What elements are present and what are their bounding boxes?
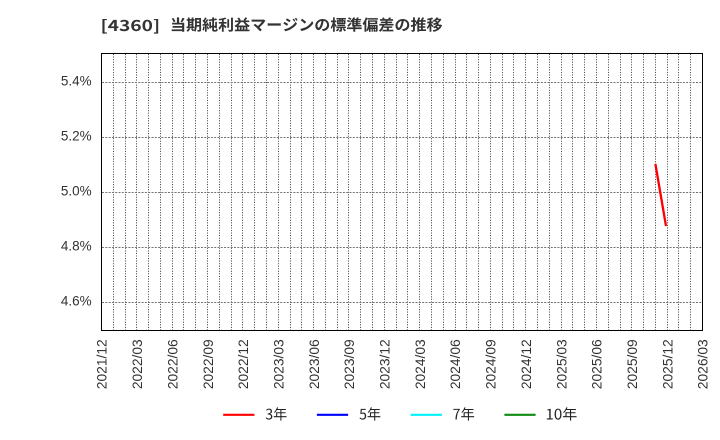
svg-text:2025/03: 2025/03 (554, 339, 569, 389)
svg-text:2025/06: 2025/06 (590, 339, 605, 389)
svg-text:4.8%: 4.8% (61, 239, 92, 254)
svg-text:2022/12: 2022/12 (236, 339, 251, 389)
svg-text:2023/09: 2023/09 (342, 339, 357, 389)
svg-text:5.0%: 5.0% (61, 184, 92, 199)
svg-text:2023/12: 2023/12 (378, 339, 393, 389)
svg-text:2022/09: 2022/09 (201, 339, 216, 389)
svg-text:2025/12: 2025/12 (660, 339, 675, 389)
svg-text:2022/06: 2022/06 (165, 339, 180, 389)
svg-text:2023/03: 2023/03 (271, 339, 286, 389)
svg-text:2022/03: 2022/03 (130, 339, 145, 389)
svg-text:2024/06: 2024/06 (448, 339, 463, 389)
svg-text:5.4%: 5.4% (61, 74, 92, 89)
svg-text:2021/12: 2021/12 (95, 339, 110, 389)
svg-text:5.2%: 5.2% (61, 129, 92, 144)
svg-text:4.6%: 4.6% (61, 294, 92, 309)
svg-text:2024/03: 2024/03 (413, 339, 428, 389)
svg-text:2024/09: 2024/09 (484, 339, 499, 389)
svg-text:2026/03: 2026/03 (696, 339, 711, 389)
svg-text:2024/12: 2024/12 (519, 339, 534, 389)
svg-text:2023/06: 2023/06 (307, 339, 322, 389)
svg-text:2025/09: 2025/09 (625, 339, 640, 389)
